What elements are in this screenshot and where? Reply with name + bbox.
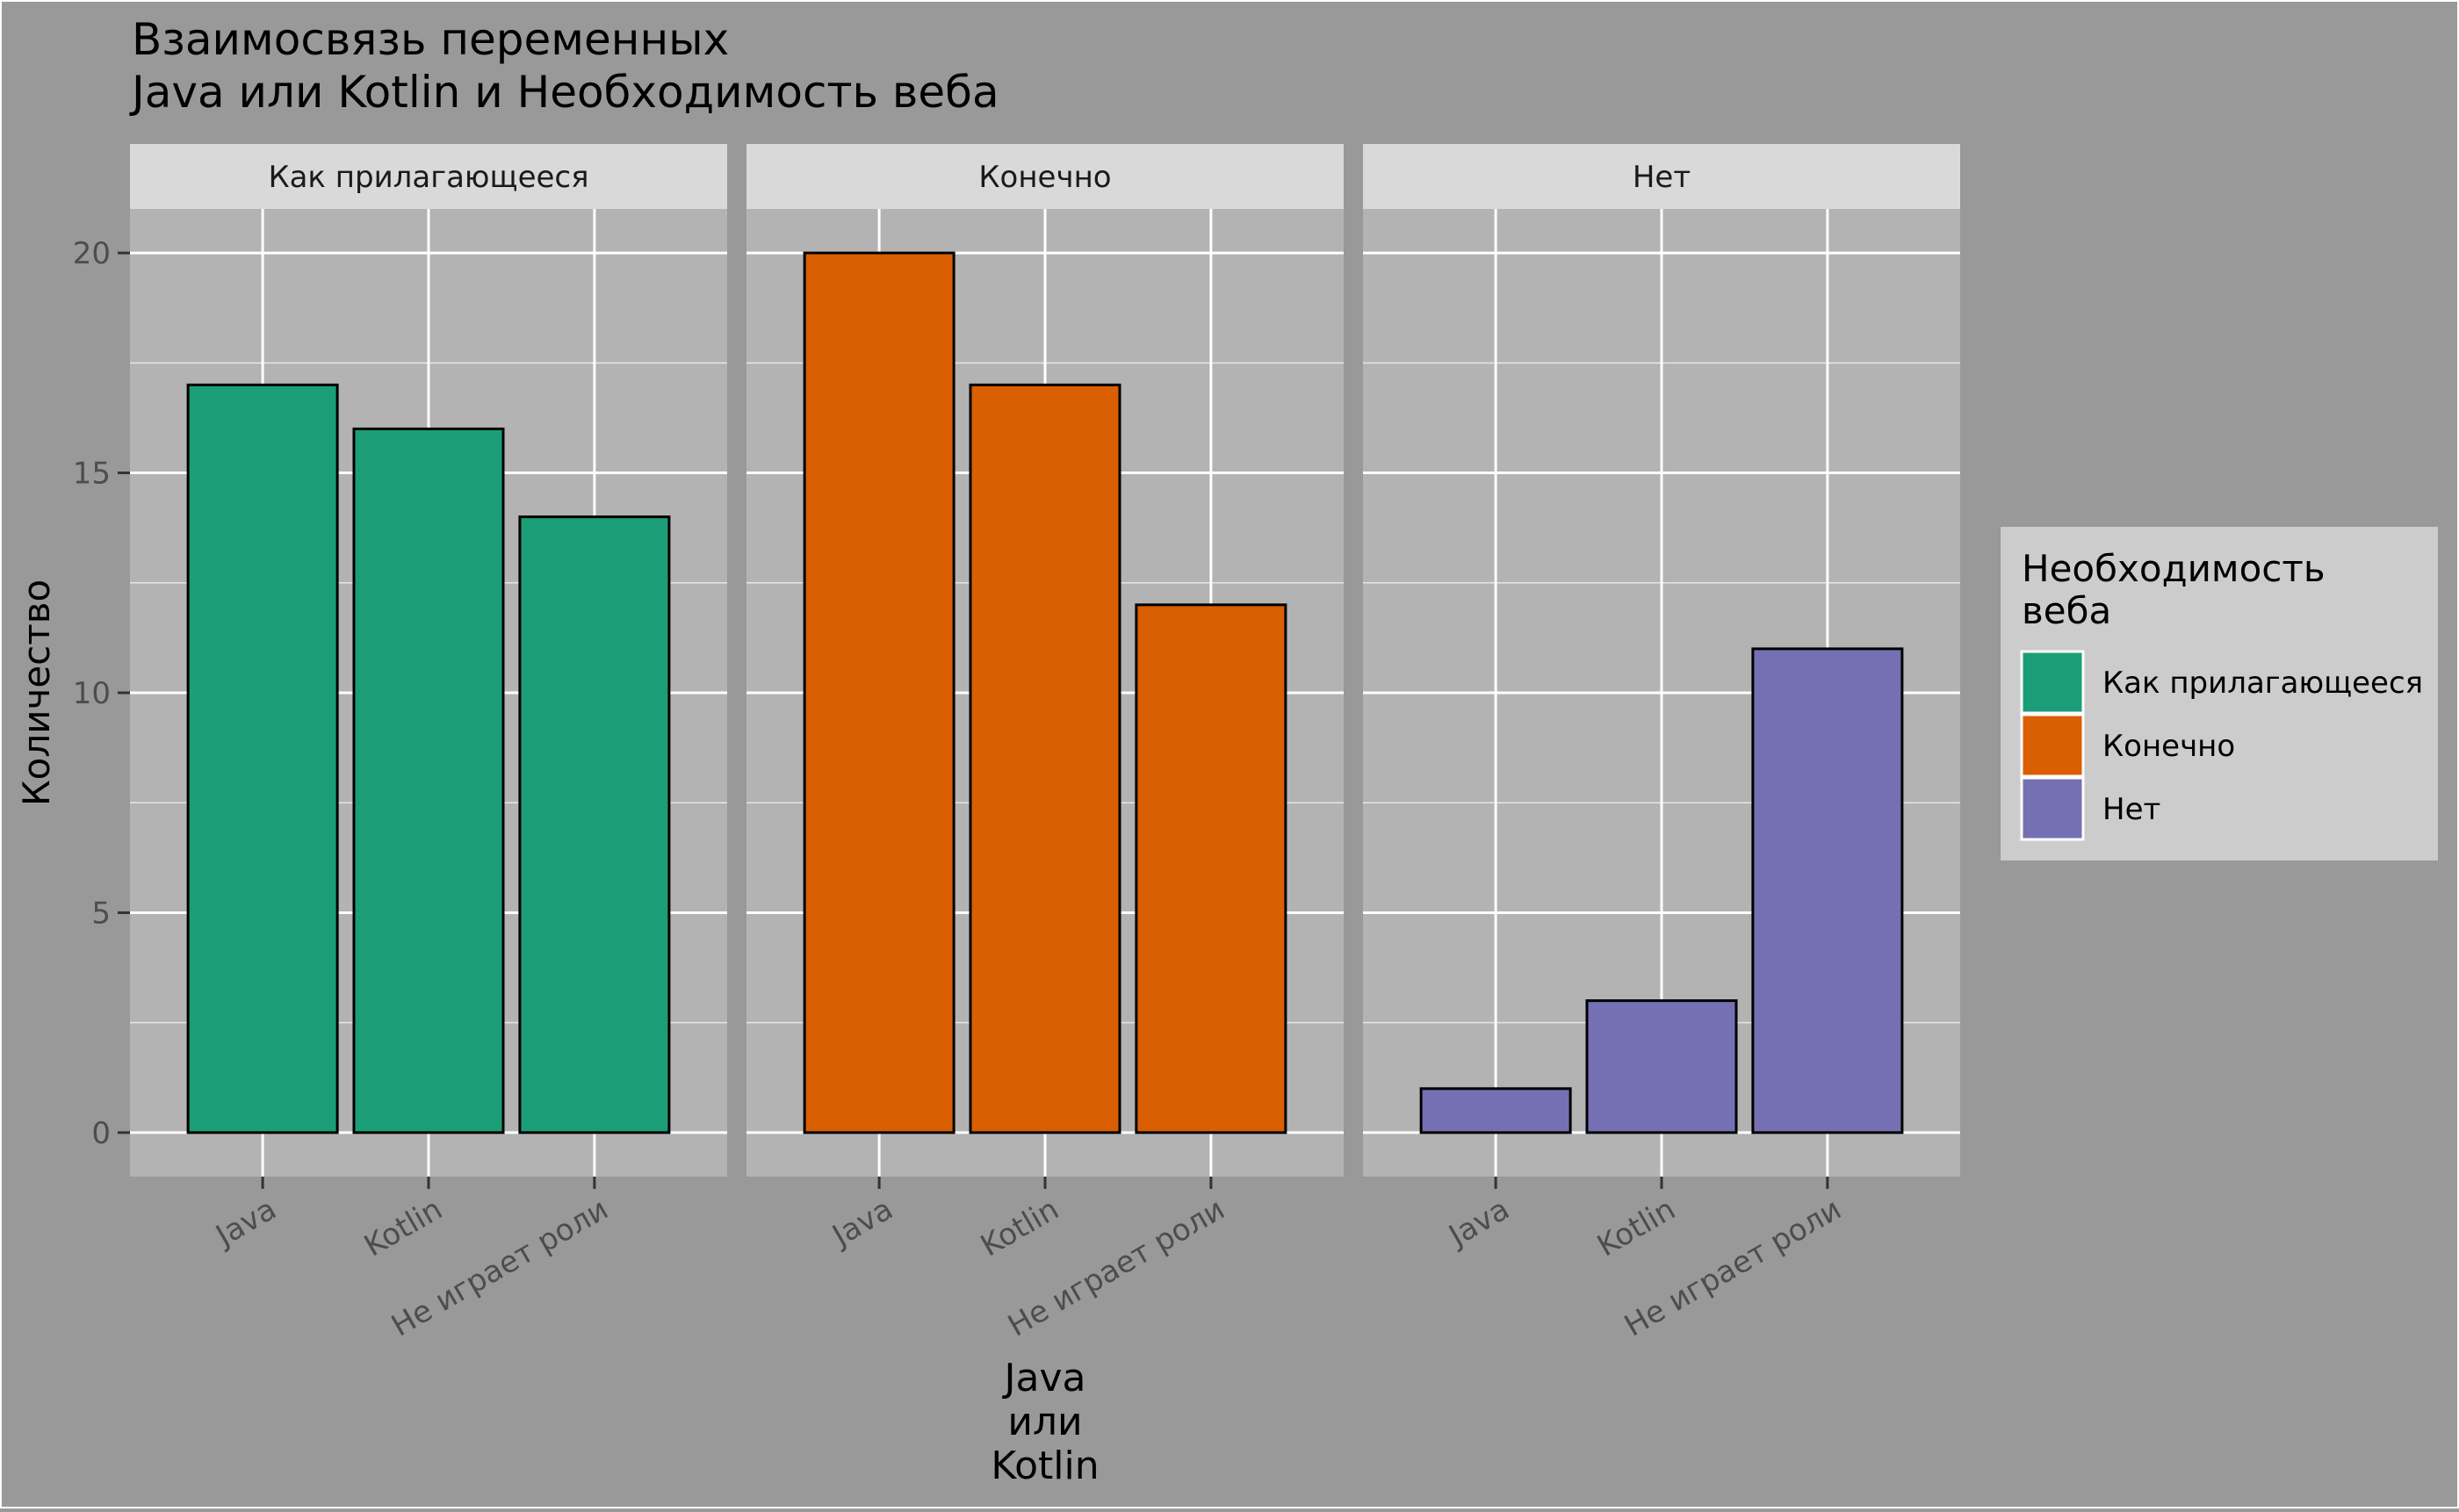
legend-swatch [2020, 650, 2085, 715]
facet-strip [746, 144, 1344, 209]
y-axis-label: Количество [15, 580, 58, 806]
legend-swatch [2020, 776, 2085, 841]
bar [1135, 603, 1287, 1134]
legend-swatch [2020, 713, 2085, 778]
legend-title-line: веба [2022, 589, 2111, 632]
bar [352, 427, 505, 1134]
x-tick-label: Java [1442, 1192, 1516, 1255]
y-tick-label: 5 [91, 896, 111, 931]
x-tick-label: Kotlin [358, 1192, 448, 1264]
bar [1751, 647, 1904, 1134]
bar [1585, 999, 1738, 1134]
bar [1419, 1087, 1572, 1134]
x-axis-label-line: или [1007, 1400, 1082, 1444]
facet-strip-label: Конечно [978, 160, 1111, 195]
x-axis-label-line: Java [1002, 1356, 1086, 1400]
bar [518, 515, 671, 1134]
legend-label: Конечно [2102, 729, 2235, 764]
x-axis-label-line: Kotlin [991, 1444, 1099, 1488]
bar [969, 383, 1121, 1134]
legend-title-line: Необходимость [2022, 547, 2326, 590]
legend-label: Нет [2102, 792, 2160, 827]
chart-title-line: Взаимосвязь переменных [132, 14, 729, 65]
x-tick-label: Java [826, 1192, 899, 1255]
facet-strip-label: Нет [1633, 160, 1691, 195]
y-tick-label: 20 [73, 236, 111, 271]
y-tick-label: 15 [73, 457, 111, 492]
legend-label: Как прилагающееся [2102, 666, 2423, 701]
facet-strip-label: Как прилагающееся [268, 160, 588, 195]
facet-strip [130, 144, 727, 209]
chart-title-line: Java или Kotlin и Необходимость веба [129, 67, 999, 118]
x-tick-label: Kotlin [975, 1192, 1064, 1264]
facet-strip [1363, 144, 1960, 209]
y-tick-label: 10 [73, 676, 111, 711]
bar [186, 383, 339, 1134]
y-tick-label: 0 [91, 1116, 111, 1151]
x-tick-label: Kotlin [1591, 1192, 1681, 1264]
bar [803, 251, 955, 1134]
x-tick-label: Java [209, 1192, 283, 1255]
